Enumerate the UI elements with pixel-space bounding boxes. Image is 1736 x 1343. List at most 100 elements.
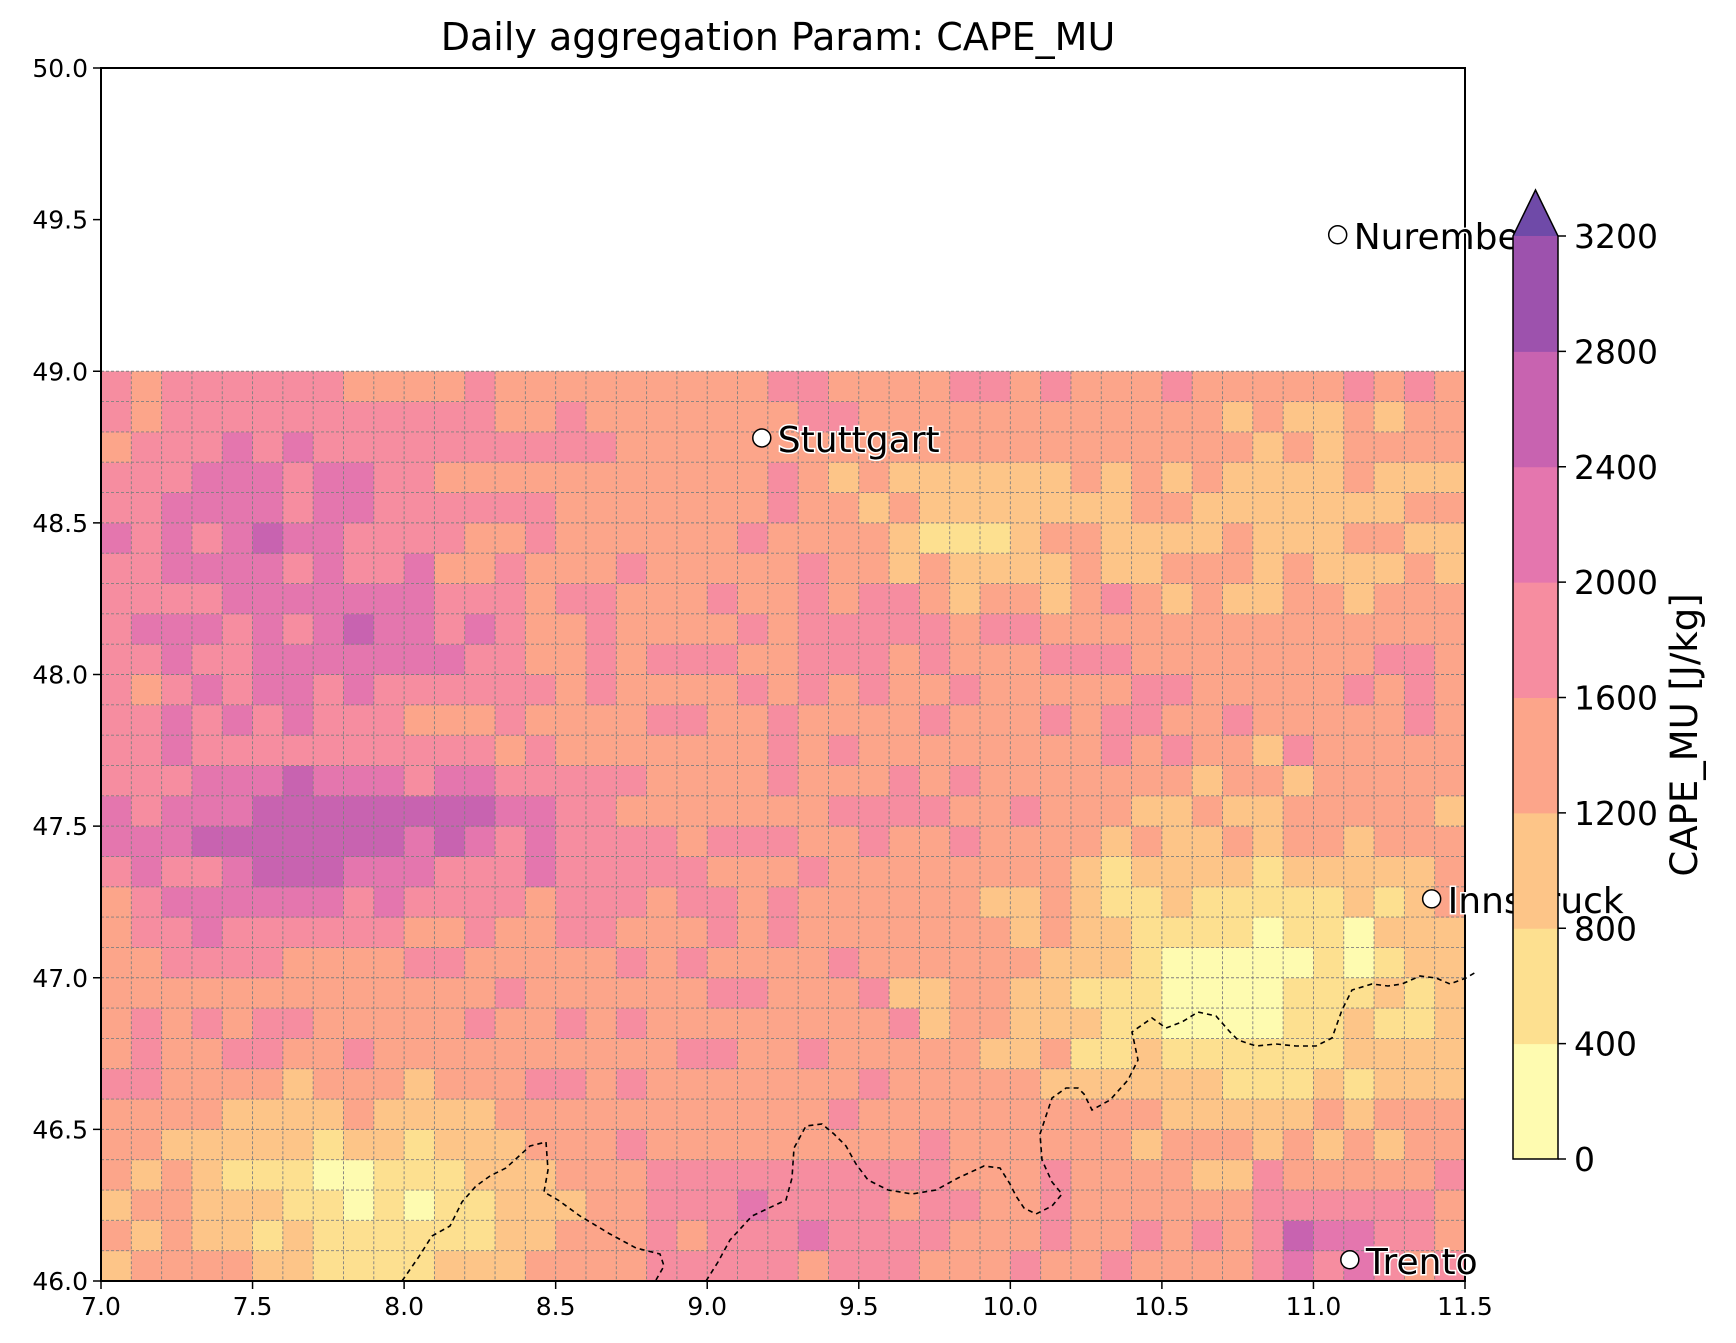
heatmap-cell [343, 1190, 375, 1221]
heatmap-cell [313, 977, 344, 1009]
heatmap-cell [313, 826, 344, 857]
heatmap-cell [1010, 583, 1042, 615]
heatmap-cell [949, 886, 981, 918]
heatmap-cell [980, 917, 1011, 948]
heatmap-cell [707, 401, 739, 433]
heatmap-cell [525, 613, 557, 645]
heatmap-cell [1070, 1250, 1102, 1282]
heatmap-cell [828, 856, 860, 888]
heatmap-cell [1343, 1220, 1375, 1252]
heatmap-cell [1131, 1129, 1163, 1161]
heatmap-cell [1192, 917, 1224, 948]
heatmap-cell [131, 492, 163, 524]
heatmap-cell [1252, 947, 1284, 979]
heatmap-cell [646, 977, 678, 1009]
heatmap-cell [191, 674, 223, 706]
heatmap-cell [1010, 1068, 1042, 1100]
heatmap-cell [222, 1190, 254, 1221]
heatmap-cell [1313, 553, 1345, 585]
heatmap-cell [1283, 886, 1314, 918]
heatmap-cell [495, 917, 526, 948]
heatmap-cell [1283, 401, 1314, 433]
heatmap-cell [1343, 522, 1375, 554]
heatmap-cell [767, 1068, 799, 1100]
heatmap-cell [767, 977, 799, 1009]
heatmap-cell [101, 735, 132, 766]
heatmap-cell [767, 1250, 799, 1282]
colorbar-tick-label: 2000 [1574, 563, 1658, 602]
heatmap-cell [1070, 583, 1102, 615]
heatmap-cell [1040, 886, 1072, 918]
heatmap-cell [1101, 462, 1133, 494]
heatmap-cell [343, 1159, 375, 1191]
heatmap-cell [616, 371, 648, 403]
heatmap-cell [646, 1008, 678, 1039]
heatmap-cell [191, 795, 223, 827]
heatmap-cell [525, 371, 557, 403]
heatmap-cell [1343, 431, 1375, 463]
heatmap-cell [1070, 1220, 1102, 1252]
heatmap-cell [555, 1068, 587, 1100]
heatmap-cell [464, 856, 496, 888]
heatmap-cell [1404, 1008, 1436, 1039]
heatmap-cell [101, 704, 132, 736]
heatmap-cell [101, 1129, 132, 1161]
heatmap-cell [1343, 765, 1375, 797]
heatmap-cell [1374, 856, 1405, 888]
heatmap-cell [313, 1068, 344, 1100]
colorbar-segment [1513, 812, 1558, 929]
heatmap-cell [1313, 735, 1345, 766]
heatmap-cell [585, 826, 617, 857]
heatmap-cell [585, 1250, 617, 1282]
heatmap-cell [585, 401, 617, 433]
heatmap-cell [495, 765, 526, 797]
heatmap-cell [1131, 1190, 1163, 1221]
y-tick-label: 46.5 [32, 1115, 88, 1144]
heatmap-cell [737, 826, 769, 857]
heatmap-cell [404, 371, 435, 403]
heatmap-cell [1010, 522, 1042, 554]
colorbar-ticks: 0 400 800 1200 1600 2000 2400 2800 3200 [1558, 217, 1658, 1179]
heatmap-cell [1252, 1159, 1284, 1191]
heatmap-cell [131, 401, 163, 433]
heatmap-cell [373, 583, 405, 615]
heatmap-cell [525, 1008, 557, 1039]
heatmap-cell [1192, 977, 1224, 1009]
heatmap-cell [131, 795, 163, 827]
heatmap-cell [555, 856, 587, 888]
heatmap-cell [1222, 644, 1254, 675]
heatmap-cell [798, 1159, 829, 1191]
heatmap-cell [464, 553, 496, 585]
heatmap-cell [1252, 765, 1284, 797]
heatmap-cell [616, 1068, 648, 1100]
heatmap-cell [1070, 553, 1102, 585]
heatmap-cell [707, 947, 739, 979]
heatmap-cell [1252, 1250, 1284, 1282]
heatmap-cell [949, 947, 981, 979]
heatmap-cell [495, 795, 526, 827]
heatmap-cell [222, 371, 254, 403]
heatmap-cell [676, 431, 708, 463]
heatmap-cell [282, 1038, 314, 1070]
heatmap-cell [1070, 674, 1102, 706]
colorbar-tick-label: 800 [1574, 909, 1637, 948]
heatmap-cell [434, 977, 466, 1009]
heatmap-cell [252, 765, 284, 797]
heatmap-cell [889, 795, 920, 827]
heatmap-cell [252, 401, 284, 433]
heatmap-cell [282, 735, 314, 766]
x-tick-label: 11.0 [1286, 1292, 1342, 1321]
heatmap-cell [676, 1250, 708, 1282]
heatmap-cell [676, 1159, 708, 1191]
heatmap-cell [1192, 674, 1224, 706]
heatmap-cell [282, 765, 314, 797]
heatmap-cell [1313, 1008, 1345, 1039]
heatmap-cell [1313, 977, 1345, 1009]
heatmap-cells [101, 371, 1466, 1282]
heatmap-cell [252, 674, 284, 706]
heatmap-cell [101, 1099, 132, 1130]
heatmap-cell [1040, 947, 1072, 979]
heatmap-cell [616, 613, 648, 645]
heatmap-cell [737, 1129, 769, 1161]
heatmap-cell [373, 826, 405, 857]
